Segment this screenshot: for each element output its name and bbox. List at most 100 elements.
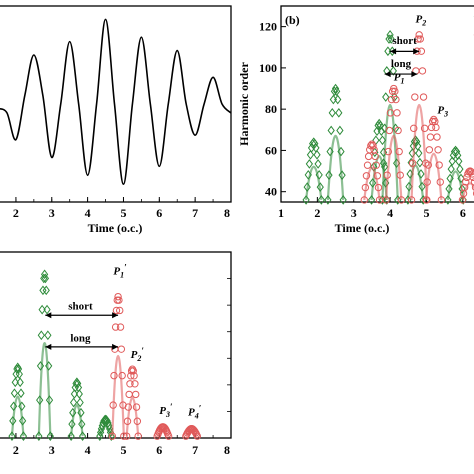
panel-b-peak-green-body bbox=[304, 165, 323, 201]
panel-b-axes: 1 2 3 4 5 6 40 60 80 100 120 bbox=[259, 20, 466, 220]
panel-c-peak-green bbox=[37, 330, 45, 341]
panel-c-peak-red bbox=[132, 390, 140, 399]
panel-c-short-arrow bbox=[45, 312, 119, 319]
panel-b-peak-green bbox=[372, 135, 380, 146]
panel-b-peak-green bbox=[310, 137, 318, 148]
panel-b-peak-green bbox=[311, 138, 319, 149]
panel-b-peak-green bbox=[384, 46, 392, 57]
panel-b-peak-red-body bbox=[384, 134, 403, 201]
panel-c-frame bbox=[0, 251, 232, 439]
panel-c-xtick-label: 3 bbox=[49, 443, 55, 457]
panel-c-peak-green bbox=[43, 304, 51, 315]
panel-b-peak-red bbox=[435, 161, 443, 169]
panel-a-xtick-label: 7 bbox=[192, 206, 198, 220]
panel-c-p3: P3′ bbox=[159, 402, 173, 419]
panel-b-peak-green-body bbox=[370, 154, 388, 201]
panel-b-short-arrow-head-left bbox=[390, 48, 397, 55]
panel-b-peak-red bbox=[472, 190, 474, 197]
panel-b-long-arrow-head-left bbox=[384, 71, 391, 78]
panel-b-peak-green bbox=[336, 125, 344, 136]
panel-b-peak-red bbox=[462, 178, 470, 186]
panel-b-peak-red bbox=[469, 173, 474, 182]
panel-c-peak-green bbox=[14, 364, 23, 374]
panel-b-short-arrow bbox=[390, 48, 420, 55]
panel-c-long-label: long bbox=[70, 332, 91, 344]
panel-a-x-ticks: 2 3 4 5 6 7 8 bbox=[13, 197, 232, 220]
panel-b-short-label: short bbox=[392, 35, 417, 47]
panel-b-p3: P3 bbox=[437, 104, 448, 118]
panel-c-long-arrow-head-right bbox=[112, 343, 119, 350]
panel-c-peak-red-body bbox=[111, 355, 125, 437]
panel-c-xtick-label: 7 bbox=[192, 443, 198, 457]
panel-c-peak-red bbox=[116, 323, 125, 331]
panel-c-peak-green bbox=[75, 389, 83, 399]
panel-b-peak-green bbox=[307, 143, 316, 153]
panel-c-p2: P2′ bbox=[131, 346, 145, 363]
panel-b-peak-red bbox=[384, 147, 392, 156]
panel-b-peak-green bbox=[453, 146, 461, 157]
panel-c-xtick-label: 6 bbox=[156, 443, 162, 457]
panel-b-peak-red bbox=[420, 124, 429, 133]
panel-b-peak-green bbox=[415, 148, 423, 158]
panel-b-peak-green bbox=[382, 92, 390, 102]
panel-b-peak-green bbox=[328, 107, 336, 118]
panel-b-xlabel: Time (o.c.) bbox=[335, 221, 390, 235]
panel-b-ytick-label: 80 bbox=[265, 102, 277, 116]
panel-b-peak-green bbox=[386, 30, 394, 40]
panel-b-peak-red bbox=[387, 95, 396, 104]
panel-c-peak-red bbox=[110, 371, 118, 380]
panel-a-frame bbox=[0, 5, 232, 203]
panel-c-peak-green bbox=[42, 285, 50, 296]
panel-c-peak-green-body bbox=[70, 404, 84, 437]
panel-b-peak-green bbox=[317, 195, 325, 205]
panel-c-xtick-label: 2 bbox=[13, 443, 19, 457]
panel-b-long-arrow bbox=[384, 71, 418, 78]
panel-b-peak-green bbox=[339, 195, 347, 205]
panel-c-peak-red bbox=[111, 323, 120, 331]
panel-c-peak-green bbox=[38, 304, 46, 315]
panel-b-peak-red bbox=[371, 152, 379, 161]
panel-b-peak-red bbox=[433, 133, 441, 141]
panel-b-p1: P1 bbox=[394, 71, 405, 85]
panel-b-peak-red bbox=[393, 109, 401, 117]
panel-b-peak-green bbox=[387, 34, 395, 44]
panel-c-peak-red bbox=[116, 306, 124, 315]
panel-a-xtick-label: 3 bbox=[49, 206, 55, 220]
panel-b-peak-green bbox=[305, 159, 313, 169]
panel-b-peak-red bbox=[395, 147, 403, 156]
panel-b-peak-green-body bbox=[326, 134, 345, 201]
panel-b-peak-red bbox=[385, 126, 394, 135]
panel-c-peak-green bbox=[76, 397, 84, 408]
panel-c-peak-green bbox=[16, 377, 24, 388]
panel-b-peak-red bbox=[364, 152, 373, 161]
panel-c-peak-green bbox=[67, 431, 75, 441]
panel-b-peak-green bbox=[327, 125, 335, 136]
panel-c-short-arrow-head-right bbox=[112, 312, 119, 319]
panel-b-peak-green bbox=[451, 145, 460, 156]
panel-c-annotations: short long P1′ P2′ P3′ P4′ bbox=[45, 262, 202, 421]
panel-b-peak-green bbox=[334, 94, 342, 105]
panel-c-peak-red bbox=[193, 432, 202, 440]
panel-b-peak-green-body bbox=[406, 164, 425, 201]
panel-c-peak-green bbox=[19, 431, 28, 441]
panel-a-xlabel: Time (o.c.) bbox=[88, 221, 143, 235]
panel-c-peak-green bbox=[8, 431, 16, 441]
panel-b-peak-green bbox=[444, 195, 452, 205]
panel-b-peak-green bbox=[447, 164, 455, 174]
panel-b-peak-red bbox=[392, 95, 400, 104]
panel-c-xtick-label: 4 bbox=[85, 443, 91, 457]
panel-c-peak-red-body bbox=[125, 396, 140, 437]
panel-c-long-arrow bbox=[45, 343, 119, 350]
panel-b-peak-red bbox=[426, 133, 435, 141]
panel-b-peak-green-body bbox=[446, 170, 465, 201]
panel-b-peak-red bbox=[434, 146, 442, 154]
panel-b-peak-red bbox=[363, 161, 372, 169]
panel-b-peak-red bbox=[369, 141, 377, 150]
panel-c-peak-green bbox=[103, 416, 111, 426]
panel-c-peak-red bbox=[130, 372, 138, 380]
panel-c-peak-red bbox=[131, 380, 139, 388]
panel-c-peak-green bbox=[41, 273, 50, 284]
panel-b-xtick-label: 2 bbox=[314, 206, 320, 220]
panel-b-label: (b) bbox=[285, 13, 300, 27]
panel-b-xtick-label: 3 bbox=[351, 206, 357, 220]
